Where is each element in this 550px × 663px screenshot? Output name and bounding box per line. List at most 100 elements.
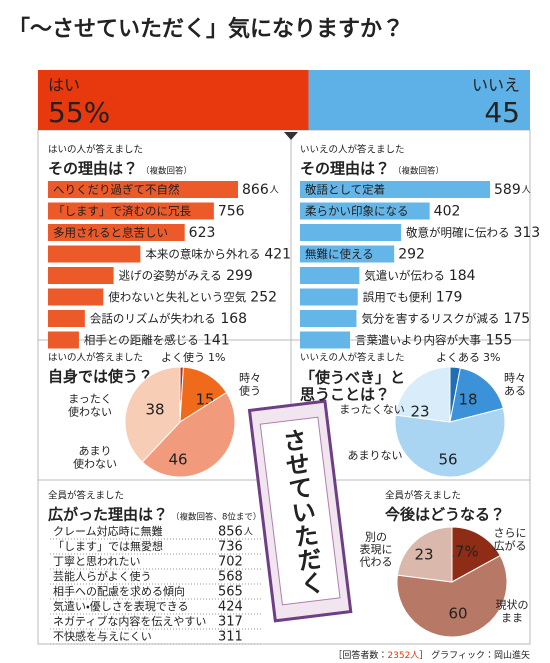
text-line: 現状の <box>496 598 529 612</box>
row-value: 424 <box>218 600 243 615</box>
text-line: まったく <box>68 393 112 406</box>
row-value: 565 <box>218 585 243 600</box>
value-label: 421 <box>264 247 291 263</box>
bar-label: 言葉遣いより内容が大事 <box>355 333 481 347</box>
slice-category: さらに広がる <box>494 527 527 553</box>
text-line: 表現に <box>360 543 393 556</box>
scroll-paper <box>259 416 341 606</box>
scroll-illustration: させていただく <box>247 399 353 623</box>
section-title: 今後はどうなる？ <box>385 506 505 524</box>
row-value: 702 <box>218 555 243 570</box>
bar <box>300 310 357 327</box>
section-title: その理由は？ <box>300 160 390 178</box>
slice-category: よくある <box>436 351 480 364</box>
value-label: 299 <box>226 268 253 284</box>
row-label: 「します」では無愛想 <box>53 539 163 553</box>
row-label: 気遣い・優しさを表現できる <box>53 599 189 613</box>
value-label: 179 <box>436 290 463 306</box>
bar-label: 気分を害するリスクが減る <box>361 312 499 326</box>
pointer <box>284 132 298 140</box>
row-value: 311 <box>218 630 243 645</box>
section-note: （複数回答） <box>141 166 192 177</box>
section-note: （複数回答） <box>393 166 444 177</box>
value-label: 141 <box>203 333 230 349</box>
credit: ］ グラフィック：岡山進矢 <box>419 649 530 661</box>
slice-value: 23 <box>410 403 429 421</box>
bar-label: 「します」で済むのに冗長 <box>53 204 191 218</box>
value-label: 313 <box>513 225 540 241</box>
section-header: 全員が答えました <box>385 490 461 502</box>
bar <box>300 202 430 220</box>
text-line: ある <box>504 384 526 397</box>
text-line: さらに <box>494 527 527 540</box>
bar <box>48 202 214 220</box>
value-label: 175 <box>503 311 530 327</box>
text-line: 時々 <box>504 372 526 385</box>
slice-category: 時々使う <box>239 372 261 398</box>
value-label: 866 <box>242 182 269 198</box>
footer-prefix: ［回答者数： <box>333 649 387 661</box>
slice-category: まったく使わない <box>68 393 112 419</box>
bar <box>48 181 238 198</box>
bar-label: 気遣いが伝わる <box>364 269 445 283</box>
slice-value: 38 <box>145 401 164 419</box>
pie-slice <box>449 367 504 423</box>
slice-category: あまりない <box>348 449 403 462</box>
section-title: その理由は？ <box>48 160 138 178</box>
bar-label: 誤用でも便利 <box>363 290 432 304</box>
slice-value: 23 <box>414 546 433 564</box>
text-line: 思うことは？ <box>300 385 390 403</box>
unit: 人 <box>522 186 531 196</box>
slice-category: よく使う <box>161 351 205 364</box>
bar <box>300 331 350 349</box>
bar <box>48 267 114 284</box>
pie-slice <box>396 554 508 638</box>
page-title: 「～させていただく」気になりますか？ <box>8 16 404 42</box>
pie-slice <box>124 366 181 463</box>
value-label: 168 <box>220 311 247 327</box>
slice-value: 3% <box>483 351 500 364</box>
row-label: クレーム対応時に無難 <box>53 524 163 538</box>
bar <box>48 288 104 306</box>
text-line: 広がる <box>494 538 527 552</box>
value-label: 292 <box>398 247 425 263</box>
bar-segment <box>308 70 530 130</box>
row-label: 不快感を与えにくい <box>53 629 152 643</box>
slice-value: 60 <box>448 605 467 623</box>
section-title: 自身では使う？ <box>48 368 153 386</box>
row-value: 736 <box>218 540 243 555</box>
bar <box>48 245 141 263</box>
row-value: 317 <box>218 615 243 630</box>
section-header: いいえの人が答えました <box>300 352 405 364</box>
text-line: まま <box>501 611 523 624</box>
slice-category: 現状のまま <box>496 598 529 625</box>
row-value: 856 <box>218 525 243 540</box>
text-line: 代わる <box>360 556 393 569</box>
pie-slice <box>394 366 451 423</box>
pie-slice <box>451 526 501 583</box>
value-label: 155 <box>486 333 513 349</box>
text-line: 時々 <box>239 372 261 385</box>
bar-label: 会話のリズムが失われる <box>90 312 216 326</box>
unit: 人 <box>244 528 253 538</box>
bar <box>48 331 79 349</box>
section-title: 広がった理由は？ <box>48 506 168 524</box>
text-line: 使わない <box>73 457 117 470</box>
bar <box>300 245 395 263</box>
bar <box>300 224 401 241</box>
bar-label: へりくだり過ぎて不自然 <box>53 183 180 197</box>
section-header: はいの人が答えました <box>48 352 143 364</box>
value-label: 252 <box>250 290 277 306</box>
slice-category: 時々ある <box>504 372 526 398</box>
section-header: 全員が答えました <box>48 490 124 502</box>
value-label: 184 <box>449 268 476 284</box>
row-label: 相手への配慮を求める傾向 <box>53 584 185 598</box>
row-label: 芸能人らがよく使う <box>53 569 151 583</box>
slice-value: 56 <box>438 451 457 469</box>
legend-label: はい <box>48 76 80 95</box>
bar-label: 逃げの姿勢がみえる <box>119 269 222 283</box>
bar-label: 柔らかい印象になる <box>305 204 409 218</box>
bar-label: 無難に使える <box>305 247 374 261</box>
text-line: 使わない <box>68 405 112 418</box>
